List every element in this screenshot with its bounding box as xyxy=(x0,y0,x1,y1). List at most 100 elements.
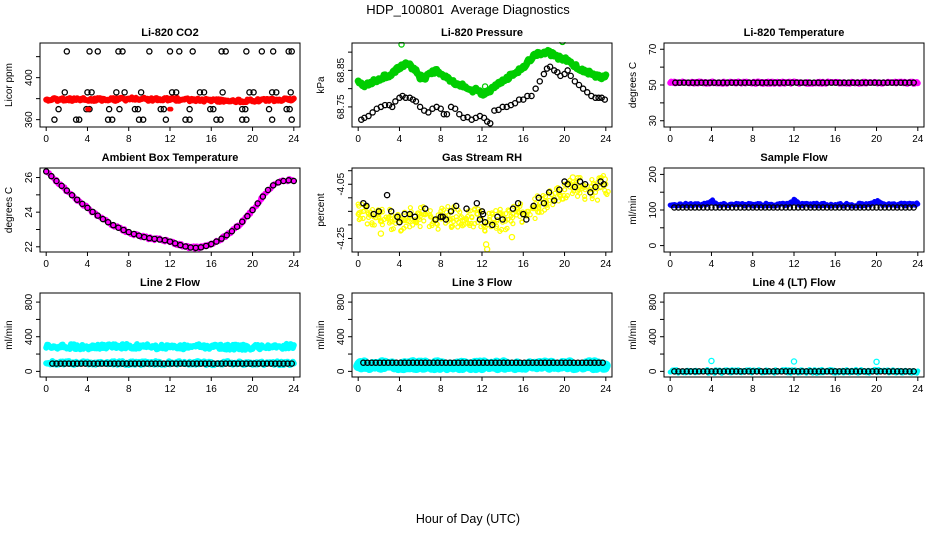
plot-box xyxy=(39,42,301,128)
series-layer xyxy=(667,78,921,87)
plot-sample-flow: 0 4 8 12 16 20 24 0 100 200 ml/min xyxy=(628,166,925,270)
x-tick-label: 20 xyxy=(871,134,883,145)
y-tick-label: -4.05 xyxy=(336,172,347,195)
x-tick-label: 0 xyxy=(355,259,361,270)
x-tick-label: 0 xyxy=(355,384,361,395)
x-tick-label: 24 xyxy=(912,384,924,395)
x-tick-label: 12 xyxy=(164,384,176,395)
x-tick-label: 16 xyxy=(830,134,842,145)
y-tick-label: 50 xyxy=(648,79,659,91)
series-line4-flow-minute-average xyxy=(667,366,921,376)
y-axis-label: ml/min xyxy=(4,320,15,349)
x-tick-label: 24 xyxy=(600,259,612,270)
x-axis-title: Hour of Day (UTC) xyxy=(415,512,521,526)
x-tick-label: 20 xyxy=(871,259,883,270)
panel-gas-stream-rh: Gas Stream RH 0 4 8 12 16 20 24 -4.25 -4.05 perce… xyxy=(312,151,624,276)
y-axis: 0 400 800 ml/min xyxy=(4,293,40,374)
panel-title: Gas Stream RH xyxy=(441,152,523,164)
x-tick-label: 4 xyxy=(85,384,91,395)
x-tick-label: 20 xyxy=(247,259,259,270)
panel-title: Li-820 Pressure xyxy=(441,27,523,39)
panel-title: Ambient Box Temperature xyxy=(101,152,239,164)
x-tick-label: 4 xyxy=(397,384,403,395)
panel-li820-pressure: Li-820 Pressure 0 4 8 12 16 20 24 68.75 68.85 kPa xyxy=(312,26,624,151)
x-tick-label: 4 xyxy=(709,259,715,270)
x-tick-label: 12 xyxy=(164,134,176,145)
x-tick-label: 16 xyxy=(830,259,842,270)
y-tick-label: 800 xyxy=(648,293,659,310)
x-tick-label: 0 xyxy=(43,259,49,270)
y-tick-label: 360 xyxy=(24,111,35,128)
y-axis-label: ml/min xyxy=(628,195,639,224)
y-axis: 360 400 Licor ppm xyxy=(4,56,40,128)
x-tick-label: 24 xyxy=(912,259,924,270)
panel-title: Line 3 Flow xyxy=(452,277,512,289)
x-tick-label: 0 xyxy=(43,134,49,145)
x-tick-label: 16 xyxy=(518,259,530,270)
y-tick-label: 22 xyxy=(24,241,35,253)
y-axis-label: degrees C xyxy=(628,62,639,108)
series-line2-flow-spot-readings xyxy=(49,360,295,367)
y-axis-label: degrees C xyxy=(4,187,15,233)
series-box-temp-spot-readings xyxy=(42,168,298,252)
x-axis: 0 4 8 12 16 20 24 xyxy=(667,127,924,145)
x-tick-label: 12 xyxy=(788,384,800,395)
series-sample-flow-spot-readings xyxy=(671,204,917,211)
plot-line4-lt-flow: 0 4 8 12 16 20 24 0 400 800 ml/min xyxy=(628,292,925,395)
x-axis: 0 4 8 12 16 20 24 xyxy=(43,377,300,395)
series-layer xyxy=(354,42,610,127)
y-tick-label: 0 xyxy=(24,368,35,374)
y-tick-label: 0 xyxy=(648,242,659,248)
x-tick-label: 20 xyxy=(559,134,571,145)
y-axis: -4.25 -4.05 percent xyxy=(316,170,352,250)
x-tick-label: 24 xyxy=(288,134,300,145)
plot-li820-co2: 0 4 8 12 16 20 24 360 400 Licor ppm xyxy=(4,42,301,145)
x-tick-label: 20 xyxy=(559,384,571,395)
x-tick-label: 12 xyxy=(164,259,176,270)
x-axis: 0 4 8 12 16 20 24 xyxy=(355,252,612,270)
plot-li820-pressure: 0 4 8 12 16 20 24 68.75 68.85 kPa xyxy=(316,42,613,145)
x-tick-label: 20 xyxy=(247,384,259,395)
y-axis-label: Licor ppm xyxy=(4,63,15,107)
x-tick-label: 24 xyxy=(600,384,612,395)
plot-ambient-box-temperature: 0 4 8 12 16 20 24 22 24 26 degrees C xyxy=(4,167,301,270)
x-tick-label: 24 xyxy=(600,134,612,145)
x-axis: 0 4 8 12 16 20 24 xyxy=(667,252,924,270)
panel-title: Sample Flow xyxy=(760,152,828,164)
panel-title: Li-820 CO2 xyxy=(141,27,199,39)
y-tick-label: -4.25 xyxy=(336,227,347,250)
x-tick-label: 4 xyxy=(397,259,403,270)
y-tick-label: 30 xyxy=(648,115,659,127)
y-axis: 0 400 800 ml/min xyxy=(628,293,664,374)
x-tick-label: 8 xyxy=(438,134,444,145)
series-layer xyxy=(43,48,297,123)
y-tick-label: 68.85 xyxy=(336,57,347,82)
x-tick-label: 4 xyxy=(85,134,91,145)
x-tick-label: 4 xyxy=(397,134,403,145)
series-rh-spot-readings xyxy=(360,178,607,229)
y-tick-label: 400 xyxy=(24,328,35,345)
x-tick-label: 4 xyxy=(709,134,715,145)
x-axis: 0 4 8 12 16 20 24 xyxy=(43,127,300,145)
series-pressure-green-outliers xyxy=(398,42,566,90)
y-tick-label: 800 xyxy=(24,293,35,310)
y-axis-label: ml/min xyxy=(628,320,639,349)
plot-line3-flow: 0 4 8 12 16 20 24 0 400 800 ml/min xyxy=(316,292,613,395)
x-tick-label: 4 xyxy=(85,259,91,270)
series-line3-flow-spot-readings xyxy=(360,359,606,366)
x-tick-label: 16 xyxy=(206,134,218,145)
panel-title: Line 2 Flow xyxy=(140,277,200,289)
x-tick-label: 12 xyxy=(476,259,488,270)
series-co2-spot-readings xyxy=(51,48,295,123)
x-tick-label: 12 xyxy=(788,259,800,270)
x-tick-label: 8 xyxy=(750,384,756,395)
series-layer xyxy=(42,168,298,252)
panel-sample-flow: Sample Flow 0 4 8 12 16 20 24 0 100 200 ml/min xyxy=(624,151,936,276)
y-tick-label: 400 xyxy=(336,328,347,345)
series-layer xyxy=(667,196,921,211)
x-tick-label: 8 xyxy=(126,384,132,395)
series-layer xyxy=(353,357,611,374)
series-box-temp-minute-average xyxy=(43,169,297,252)
panel-li820-co2: Li-820 CO2 0 4 8 12 16 20 24 360 400 Licor ppm xyxy=(0,26,312,151)
